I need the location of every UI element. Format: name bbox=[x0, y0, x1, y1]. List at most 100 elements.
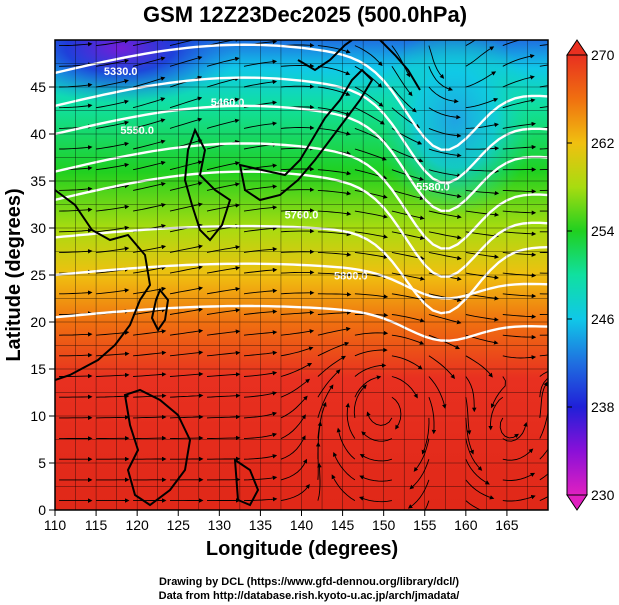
streamline bbox=[169, 40, 203, 47]
streamline bbox=[243, 475, 278, 481]
streamline bbox=[133, 435, 167, 441]
streamline bbox=[243, 411, 278, 419]
streamline bbox=[539, 314, 548, 316]
streamline bbox=[169, 435, 204, 441]
streamline bbox=[96, 372, 130, 378]
streamline bbox=[407, 479, 430, 509]
streamline bbox=[428, 210, 462, 219]
streamline bbox=[59, 332, 93, 337]
streamline bbox=[354, 330, 389, 336]
streamline bbox=[317, 384, 334, 419]
streamline bbox=[354, 189, 388, 199]
streamline bbox=[391, 334, 425, 345]
streamline bbox=[539, 334, 548, 336]
streamline bbox=[359, 496, 392, 503]
streamline bbox=[317, 65, 351, 76]
streamline bbox=[428, 148, 462, 158]
gridlines bbox=[55, 40, 548, 510]
streamline bbox=[280, 84, 315, 89]
streamline bbox=[96, 99, 129, 109]
streamline bbox=[539, 251, 548, 254]
streamline bbox=[280, 249, 315, 255]
streamline bbox=[354, 86, 384, 107]
contour-label: 5460.0 bbox=[211, 97, 245, 109]
streamline bbox=[243, 121, 278, 129]
streamline bbox=[169, 393, 204, 398]
streamline bbox=[354, 251, 389, 260]
streamline bbox=[317, 45, 351, 54]
streamline bbox=[539, 473, 548, 481]
contour-label: 5580.0 bbox=[416, 181, 450, 193]
streamline bbox=[539, 169, 548, 171]
streamline bbox=[243, 391, 278, 398]
streamline bbox=[206, 56, 240, 67]
streamline bbox=[206, 76, 240, 88]
streamline bbox=[539, 127, 548, 129]
streamline bbox=[428, 169, 462, 178]
streamline bbox=[206, 182, 240, 191]
streamline bbox=[409, 459, 430, 490]
streamline bbox=[132, 118, 166, 129]
streamline bbox=[331, 474, 356, 501]
streamline bbox=[465, 168, 500, 174]
coastline bbox=[233, 458, 260, 507]
streamline bbox=[59, 228, 93, 233]
streamlines bbox=[59, 40, 548, 510]
x-tick-label: 140 bbox=[290, 517, 314, 533]
streamline bbox=[280, 483, 310, 502]
x-tick-label: 165 bbox=[495, 517, 519, 533]
streamline bbox=[243, 432, 278, 440]
streamline bbox=[361, 431, 393, 442]
x-axis-title: Longitude (degrees) bbox=[206, 538, 398, 560]
streamline bbox=[428, 251, 462, 261]
streamline bbox=[317, 251, 352, 257]
streamline bbox=[169, 181, 203, 191]
streamline bbox=[280, 270, 315, 275]
streamline bbox=[539, 448, 548, 460]
streamline bbox=[465, 438, 483, 471]
streamline bbox=[133, 203, 166, 212]
streamline bbox=[391, 396, 402, 430]
streamline bbox=[465, 146, 500, 151]
streamline bbox=[243, 330, 278, 336]
streamline bbox=[413, 438, 430, 472]
streamline bbox=[133, 40, 166, 47]
streamline bbox=[539, 148, 548, 150]
streamline bbox=[206, 308, 241, 315]
streamline bbox=[490, 376, 506, 409]
streamline bbox=[206, 118, 240, 129]
streamline bbox=[502, 293, 537, 299]
y-tick-label: 15 bbox=[30, 361, 46, 377]
x-tick-label: 150 bbox=[372, 517, 396, 533]
streamline bbox=[133, 307, 167, 315]
streamline bbox=[428, 231, 462, 240]
streamline bbox=[206, 161, 240, 171]
colorbar-tick-label: 270 bbox=[591, 47, 615, 63]
streamline bbox=[539, 272, 548, 274]
coastline bbox=[297, 40, 353, 72]
streamline bbox=[391, 355, 423, 370]
y-tick-label: 35 bbox=[30, 173, 46, 189]
y-tick-label: 40 bbox=[30, 126, 46, 142]
y-tick-label: 30 bbox=[30, 220, 46, 236]
streamline bbox=[280, 290, 315, 296]
streamline bbox=[243, 79, 278, 88]
x-tick-label: 130 bbox=[208, 517, 232, 533]
colorbar: 230 238 246 254 262 270 bbox=[566, 39, 615, 511]
streamline bbox=[96, 415, 130, 420]
streamline bbox=[169, 96, 203, 109]
streamline bbox=[502, 355, 537, 360]
x-tick-label: 120 bbox=[125, 517, 149, 533]
streamline bbox=[243, 184, 278, 191]
streamline bbox=[428, 397, 437, 435]
streamline bbox=[169, 117, 203, 129]
streamline bbox=[539, 231, 548, 233]
streamline bbox=[133, 139, 166, 150]
streamline bbox=[169, 286, 204, 295]
x-axis: 110 115 120 125 130 135 140 145 150 155 160 165 bbox=[44, 510, 519, 533]
x-tick-label: 160 bbox=[454, 517, 478, 533]
streamline bbox=[465, 189, 500, 196]
streamline bbox=[317, 401, 327, 439]
streamline bbox=[280, 346, 314, 357]
streamline bbox=[539, 44, 548, 47]
